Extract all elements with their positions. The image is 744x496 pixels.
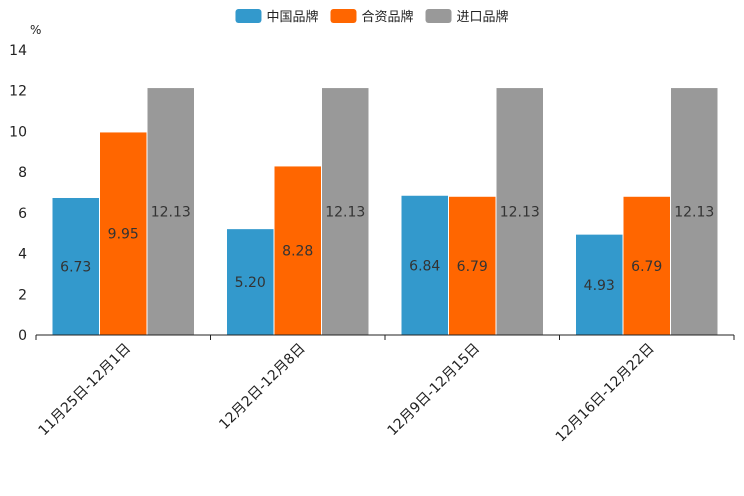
y-tick-label: 8 [18,165,27,181]
bar [576,234,623,335]
data-label: 12.13 [500,205,540,221]
bar [227,229,274,335]
x-category-label: 12月16日-12月22日 [553,341,658,446]
y-axis: 0 2 4 6 8 10 12 14 [9,43,27,344]
x-category-label: 11月25日-12月1日 [36,341,135,440]
bar [449,196,496,335]
bar [52,197,99,335]
legend-label: 合资品牌 [361,9,413,25]
data-label: 12.13 [151,205,191,221]
y-tick-label: 14 [9,43,27,59]
y-tick-label: 10 [9,124,27,140]
y-tick-label: 0 [18,328,27,344]
legend-swatch [330,9,357,23]
y-tick-label: 4 [18,247,27,263]
legend-swatch [425,9,452,23]
data-label: 6.79 [457,259,488,275]
data-label: 9.95 [108,227,139,243]
legend-swatch [235,9,262,23]
bar [147,88,194,335]
data-label: 6.84 [409,258,440,274]
x-axis: 11月25日-12月1日 12月2日-12月8日 12月9日-12月15日 12月16… [35,334,735,446]
bars: 6.73 9.95 12.13 5.20 8.28 12.13 6.84 6.79 12.13 4… [52,88,718,335]
bar [100,132,147,335]
y-axis-unit-label: % [30,23,41,37]
x-category-label: 12月2日-12月8日 [216,341,308,433]
y-tick-label: 2 [18,287,27,303]
legend-label: 中国品牌 [266,9,318,25]
y-tick-label: 6 [18,206,27,222]
data-label: 6.79 [631,259,662,275]
data-label: 4.93 [584,278,615,294]
data-label: 5.20 [235,275,266,291]
bar [401,195,448,335]
data-label: 12.13 [325,205,365,221]
data-label: 6.73 [60,259,91,275]
legend: 中国品牌 合资品牌 进口品牌 [235,9,509,25]
data-label: 8.28 [282,244,313,260]
y-tick-label: 12 [9,84,27,100]
x-category-label: 12月9日-12月15日 [385,341,484,440]
bar [623,196,670,335]
bar [322,88,369,335]
data-label: 12.13 [674,205,714,221]
bar [671,88,718,335]
legend-label: 进口品牌 [457,9,509,25]
bar [496,88,543,335]
bar [274,166,321,335]
